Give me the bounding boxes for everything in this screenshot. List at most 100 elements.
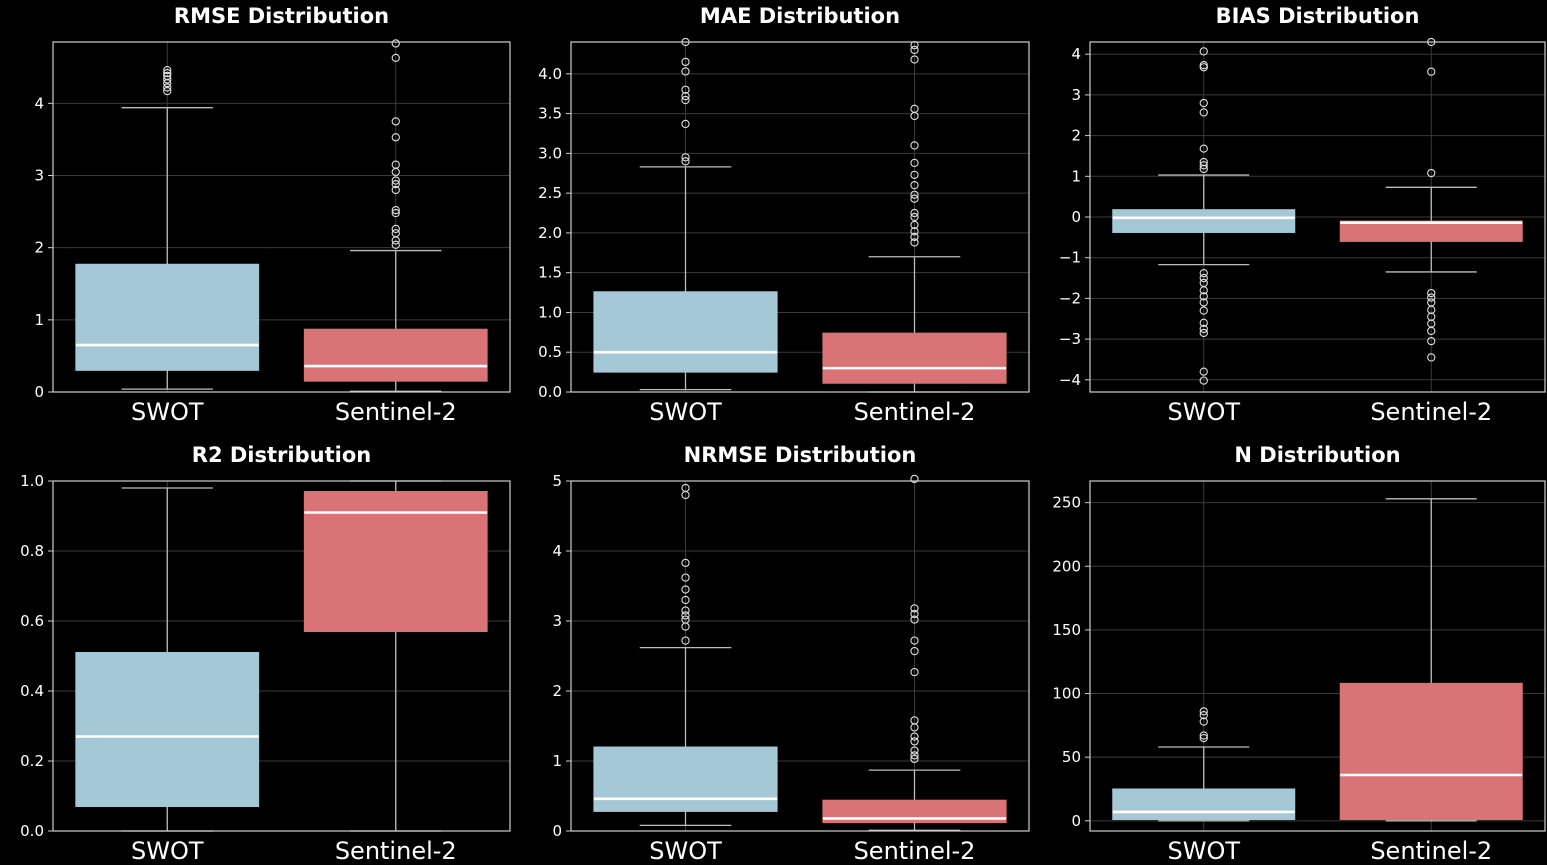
box-swot — [75, 487, 260, 832]
y-tick-label: 3 — [552, 612, 562, 630]
outlier-point — [1427, 326, 1436, 336]
x-tick-label: Sentinel-2 — [335, 837, 457, 865]
outlier-point — [1199, 269, 1208, 278]
outlier-point — [910, 667, 919, 677]
outlier-point — [681, 67, 690, 76]
plot-frame — [52, 41, 511, 393]
y-tick-label: −3 — [1059, 330, 1081, 348]
outlier-point — [391, 53, 400, 63]
y-tick-label: 0.5 — [538, 343, 562, 361]
outlier-point — [681, 558, 690, 568]
iqr-box — [303, 328, 488, 382]
plot-frame — [1089, 41, 1546, 393]
outlier-point — [910, 220, 919, 230]
plot-frame — [52, 480, 511, 832]
iqr-box — [1339, 682, 1523, 821]
box-sentinel-2 — [1339, 37, 1523, 362]
outlier-point — [910, 55, 919, 64]
y-tick-label: 3 — [1071, 86, 1081, 104]
chart-panel: 0.0 0.5 1.0 1.5 2.0 2.5 3.0 3.5 4.0 SWOT Sentinel-… — [538, 4, 1030, 426]
chart-title: MAE Distribution — [700, 4, 900, 28]
outlier-point — [1199, 144, 1208, 153]
outlier-point — [681, 483, 690, 493]
y-tick-label: 3 — [34, 167, 44, 185]
x-tick-label: Sentinel-2 — [1370, 398, 1492, 426]
outlier-point — [910, 158, 919, 168]
y-tick-label: 1.5 — [538, 264, 562, 282]
x-tick-label: SWOT — [649, 398, 722, 426]
y-tick-label: 0.2 — [20, 752, 44, 770]
outlier-point — [163, 75, 172, 84]
y-tick-label: 100 — [1052, 685, 1081, 703]
outlier-point — [391, 180, 400, 189]
chart-panel: 0.0 0.2 0.4 0.6 0.8 1.0 SWOT Sentinel-2 R2 Distr… — [20, 443, 511, 865]
y-tick-label: 2 — [34, 239, 44, 257]
iqr-box — [75, 263, 260, 371]
x-tick-label: SWOT — [649, 837, 722, 865]
outlier-point — [681, 573, 690, 582]
outlier-point — [910, 190, 919, 199]
y-tick-label: 3.5 — [538, 105, 562, 123]
outlier-point — [1199, 108, 1208, 117]
y-tick-label: 50 — [1062, 748, 1081, 766]
x-tick-label: SWOT — [1167, 398, 1240, 426]
y-tick-label: 1 — [1071, 167, 1081, 185]
chart-title: R2 Distribution — [192, 443, 371, 467]
outlier-point — [1199, 298, 1208, 307]
y-tick-label: 2 — [552, 682, 562, 700]
y-tick-label: 200 — [1052, 557, 1081, 575]
iqr-box — [822, 332, 1007, 384]
outlier-point — [681, 85, 690, 94]
outlier-point — [1199, 367, 1208, 376]
outlier-point — [910, 45, 919, 55]
y-tick-label: 2.0 — [538, 224, 562, 242]
iqr-box — [593, 746, 778, 812]
y-tick-label: −4 — [1059, 371, 1081, 389]
outlier-point — [681, 615, 690, 624]
outlier-point — [163, 68, 172, 78]
outlier-point — [1199, 161, 1208, 170]
plot-frame — [1089, 480, 1546, 832]
outlier-point — [681, 91, 690, 101]
outlier-point — [1199, 157, 1208, 167]
x-tick-label: SWOT — [131, 837, 204, 865]
outlier-point — [391, 176, 400, 185]
outlier-point — [910, 615, 919, 624]
outlier-point — [910, 751, 919, 760]
outlier-point — [681, 606, 690, 615]
outlier-point — [681, 153, 690, 162]
iqr-box — [303, 491, 488, 632]
outlier-point — [910, 604, 919, 613]
y-tick-label: 1 — [34, 311, 44, 329]
y-tick-label: 5 — [552, 472, 562, 490]
outlier-point — [391, 240, 400, 249]
x-tick-label: Sentinel-2 — [1370, 837, 1492, 865]
outlier-point — [681, 611, 690, 620]
outlier-point — [910, 716, 919, 725]
outlier-point — [910, 238, 919, 247]
outlier-point — [910, 754, 919, 764]
outlier-point — [681, 95, 690, 105]
y-tick-label: 0 — [34, 383, 44, 401]
outlier-point — [1199, 292, 1208, 301]
chart-title: N Distribution — [1234, 443, 1400, 467]
outlier-point — [1199, 733, 1208, 743]
y-tick-label: 1 — [552, 752, 562, 770]
outlier-point — [1427, 288, 1436, 298]
y-tick-label: 0.6 — [20, 612, 44, 630]
outlier-point — [163, 65, 172, 75]
y-tick-label: 4 — [34, 94, 44, 112]
plot-frame — [570, 480, 1030, 832]
y-tick-label: 2 — [1071, 127, 1081, 145]
outlier-point — [1199, 717, 1208, 726]
outlier-point — [391, 205, 400, 215]
outlier-point — [681, 119, 690, 129]
outlier-point — [391, 224, 400, 234]
outlier-point — [391, 208, 400, 218]
outlier-point — [391, 117, 400, 126]
box-sentinel-2 — [303, 480, 488, 832]
box-swot — [1112, 47, 1296, 385]
outlier-point — [910, 609, 919, 619]
outlier-point — [910, 746, 919, 755]
